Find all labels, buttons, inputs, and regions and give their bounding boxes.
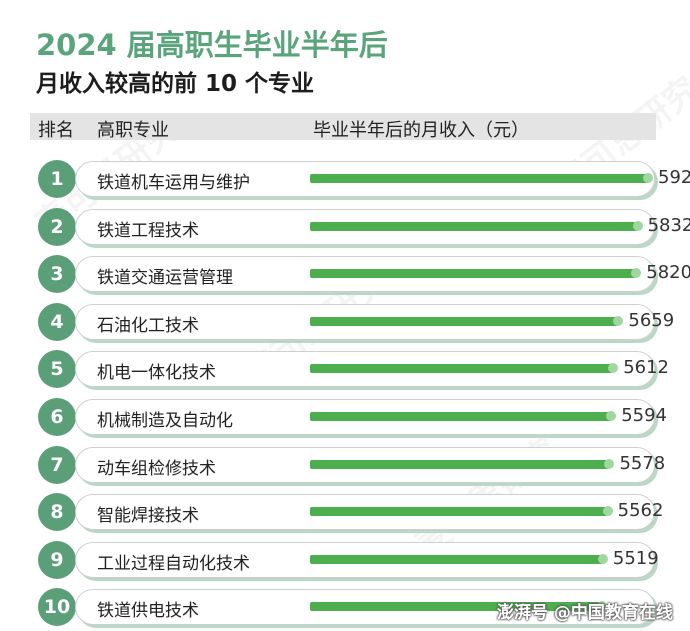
bar-end-dot [606,411,617,421]
rank-number: 9 [50,549,64,571]
chart-row: 铁道供电技术 [75,589,657,627]
bar-end-dot [597,601,608,611]
rank-number: 8 [50,501,64,523]
bar-end-dot [631,268,642,278]
rank-badge: 2 [38,208,76,246]
income-value-label: 5926 [658,167,690,188]
bar-end-dot [604,459,615,469]
income-value-label: 5612 [623,357,670,378]
rank-badge: 9 [38,541,76,579]
rank-badge: 8 [38,493,76,531]
chart-row: 铁道交通运营管理 5820 [75,256,690,294]
income-value-label: 5659 [628,310,675,331]
chart-subtitle: 月收入较高的前 10 个专业 [36,71,315,97]
chart-row: 机械制造及自动化 5594 [75,399,667,437]
income-bar [310,411,617,421]
rank-badge: 5 [38,350,76,388]
income-bar [310,363,619,373]
major-label: 铁道机车运用与维护 [97,173,250,193]
column-header-major: 高职专业 [97,120,169,141]
major-label: 铁道供电技术 [97,601,199,621]
column-header-income: 毕业半年后的月收入（元） [313,120,529,141]
major-label: 铁道交通运营管理 [97,268,233,288]
chart-row: 动车组检修技术 5578 [75,447,665,485]
rank-number: 5 [50,358,64,380]
major-label: 石油化工技术 [97,316,199,336]
major-label: 工业过程自动化技术 [97,554,250,574]
income-value-label: 5562 [617,500,664,521]
rank-number: 10 [43,596,71,618]
rank-badge: 3 [38,255,76,293]
rank-badge: 4 [38,303,76,341]
major-label: 铁道工程技术 [97,221,199,241]
chart-row: 工业过程自动化技术 5519 [75,542,659,580]
rank-badge: 7 [38,446,76,484]
income-value-label: 5832 [647,215,690,236]
income-bar [310,316,624,326]
chart-row: 石油化工技术 5659 [75,304,674,342]
income-bar [310,268,642,278]
column-header-rank: 排名 [38,120,74,141]
income-value-label: 5820 [646,262,690,283]
major-label: 机电一体化技术 [97,363,216,383]
bar-end-dot [613,316,624,326]
table-header-bar [30,113,656,140]
chart-title: 2024 届高职生毕业半年后 [36,28,388,62]
income-bar [310,221,643,231]
income-bar [310,506,613,516]
income-value-label: 5519 [612,548,659,569]
major-label: 动车组检修技术 [97,459,216,479]
chart-row: 铁道机车运用与维护 5926 [75,161,690,199]
income-bar [310,554,608,564]
income-bar [310,459,615,469]
bar-end-dot [643,173,653,183]
rank-number: 1 [50,168,64,190]
major-label: 智能焊接技术 [97,506,199,526]
income-bar [310,601,608,611]
bar-end-dot [597,554,608,564]
chart-row: 机电一体化技术 5612 [75,351,669,389]
source-label: 澎湃号 @中国教育在线 [497,603,673,623]
income-bar [310,173,653,183]
major-label: 机械制造及自动化 [97,411,233,431]
income-value-label: 5578 [619,453,666,474]
bar-end-dot [632,221,643,231]
rank-badge: 1 [38,160,76,198]
bar-end-dot [602,506,613,516]
rank-badge: 6 [38,398,76,436]
rank-number: 3 [50,263,64,285]
rank-number: 6 [50,406,64,428]
rank-number: 7 [50,454,64,476]
rank-number: 4 [50,311,64,333]
bar-end-dot [608,363,619,373]
income-value-label: 5594 [621,405,668,426]
chart-row: 智能焊接技术 5562 [75,494,663,532]
rank-badge: 10 [38,588,76,626]
chart-row: 铁道工程技术 5832 [75,209,690,247]
rank-number: 2 [50,216,64,238]
